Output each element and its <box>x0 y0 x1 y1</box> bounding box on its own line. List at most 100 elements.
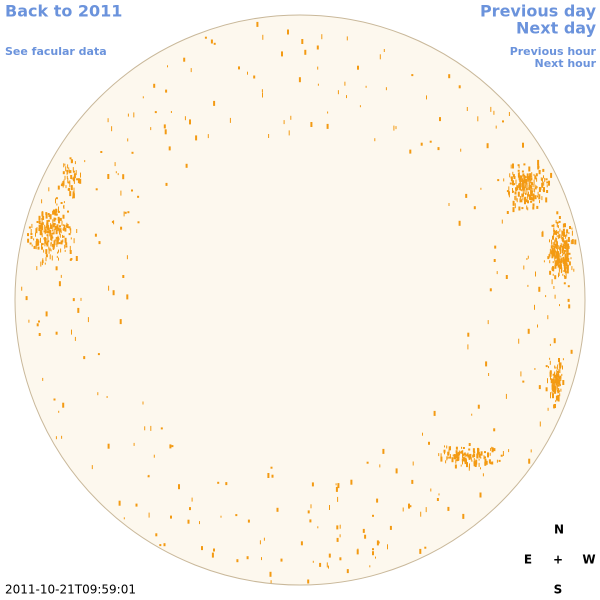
facula <box>169 444 172 449</box>
next-hour-link[interactable]: Next hour <box>535 57 597 70</box>
facula <box>48 187 50 192</box>
facula <box>69 180 71 184</box>
facula <box>559 379 561 385</box>
facula <box>534 195 537 200</box>
facula <box>490 447 492 451</box>
facula <box>521 198 523 201</box>
facula <box>455 450 458 454</box>
facula <box>49 254 51 260</box>
facula <box>556 263 558 267</box>
facula <box>506 190 509 193</box>
facular-data-link[interactable]: See facular data <box>5 45 107 58</box>
facula <box>118 500 121 506</box>
facula <box>31 244 33 247</box>
facula <box>534 175 537 180</box>
facula <box>551 239 553 245</box>
facula <box>558 234 561 239</box>
facula <box>502 451 504 456</box>
facula <box>545 365 548 368</box>
facula <box>556 373 558 377</box>
facula <box>217 481 220 484</box>
facula <box>38 239 40 243</box>
facula <box>45 249 48 255</box>
facula <box>346 95 347 99</box>
facula <box>153 83 156 88</box>
facula <box>542 189 545 192</box>
facula <box>557 371 559 373</box>
facula <box>564 270 567 274</box>
facula <box>63 204 65 209</box>
facula <box>27 233 29 237</box>
facula <box>519 196 521 199</box>
facula <box>41 242 43 248</box>
facula <box>566 239 568 243</box>
facula <box>554 264 557 269</box>
facula <box>530 177 533 181</box>
facula <box>43 230 46 233</box>
facula <box>127 138 129 142</box>
facula <box>447 506 450 511</box>
facula <box>337 496 339 502</box>
facula <box>170 111 172 113</box>
facula <box>30 229 32 234</box>
facula <box>562 244 564 247</box>
facula <box>55 266 58 271</box>
facula <box>53 240 56 246</box>
facula <box>409 149 412 154</box>
facula <box>56 242 58 247</box>
facula <box>359 105 361 108</box>
facula <box>91 465 93 470</box>
facula <box>48 246 50 250</box>
facula <box>256 21 259 27</box>
previous-day-link[interactable]: Previous day <box>480 2 597 21</box>
facula <box>155 533 158 537</box>
facula <box>62 214 65 219</box>
facula <box>199 521 200 525</box>
facula <box>493 259 496 262</box>
facula <box>521 189 523 192</box>
facula <box>372 548 374 551</box>
facula <box>563 270 565 272</box>
facula <box>35 244 37 250</box>
facula <box>482 473 484 477</box>
facula <box>531 172 533 178</box>
facula <box>476 453 479 459</box>
facula <box>142 401 144 405</box>
facula <box>69 170 72 174</box>
next-day-link[interactable]: Next day <box>516 19 597 38</box>
facula <box>60 184 63 187</box>
facula <box>556 259 559 264</box>
facula <box>561 267 563 273</box>
facula <box>558 234 560 239</box>
facula <box>62 228 64 231</box>
facula <box>486 143 489 149</box>
facula <box>532 184 534 188</box>
back-link[interactable]: Back to 2011 <box>5 2 122 21</box>
facula <box>66 224 69 228</box>
facula <box>532 203 535 207</box>
facula <box>317 526 319 529</box>
facula <box>467 452 469 458</box>
facula <box>553 233 555 238</box>
previous-hour-link[interactable]: Previous hour <box>510 45 597 58</box>
facula <box>562 358 564 361</box>
facula <box>73 178 76 181</box>
facula <box>510 176 513 182</box>
facula <box>509 182 512 185</box>
facula <box>528 184 531 189</box>
facula <box>61 220 63 226</box>
facula <box>150 425 152 431</box>
facula <box>440 453 442 458</box>
facula <box>554 386 557 391</box>
facula <box>393 125 395 131</box>
facula <box>402 507 404 512</box>
facula <box>560 388 562 392</box>
facula <box>551 384 554 390</box>
facula <box>137 221 140 224</box>
facula <box>236 559 239 563</box>
facula <box>69 191 72 197</box>
facula <box>561 231 564 235</box>
facula <box>45 311 48 317</box>
facula <box>566 252 569 258</box>
facula <box>555 251 558 256</box>
